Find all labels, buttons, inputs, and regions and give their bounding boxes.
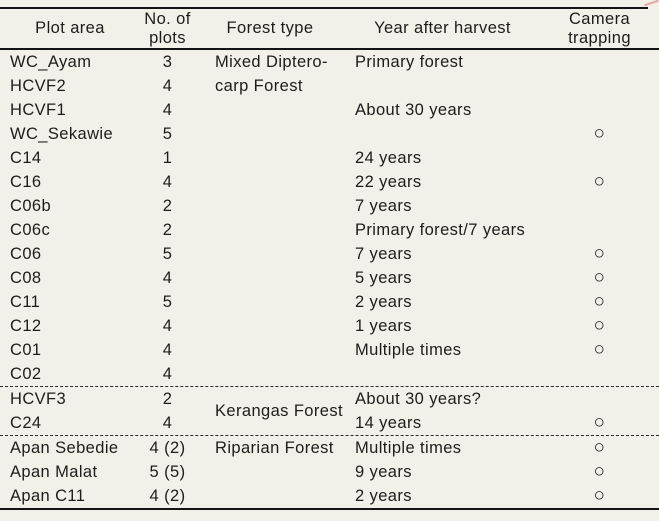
year-after-harvest-cell: 14 years — [355, 414, 422, 432]
camera-trapping-cell: ○ — [593, 461, 606, 482]
table-header-row: Plot area No. of plots Forest type Year … — [0, 9, 659, 50]
forest-type-section: Riparian Forest Apan Sebedie 4 (2) Multi… — [0, 435, 659, 508]
no-of-plots-cell: 2 — [162, 197, 173, 215]
year-after-harvest-cell: Primary forest — [355, 53, 464, 71]
year-after-harvest-cell: About 30 years — [355, 101, 472, 119]
table-row: HCVF3 2 About 30 years? — [0, 387, 659, 411]
no-of-plots-cell: 1 — [162, 149, 173, 167]
camera-trapping-cell: ○ — [593, 243, 606, 264]
table-row: C06c 2 Primary forest/7 years — [0, 218, 659, 242]
year-after-harvest-cell: 9 years — [355, 463, 412, 481]
table-row: WC_Sekawie 5 ○ — [0, 122, 659, 146]
plot-area-cell: HCVF2 — [10, 77, 67, 95]
plot-area-cell: Apan Sebedie — [10, 439, 119, 457]
plot-area-cell: WC_Sekawie — [10, 125, 114, 143]
table-row: WC_Ayam 3 Primary forest — [0, 50, 659, 74]
plot-area-cell: C01 — [10, 341, 42, 359]
no-of-plots-cell: 4 — [162, 77, 173, 95]
camera-trapping-cell: ○ — [593, 291, 606, 312]
no-of-plots-cell: 4 — [162, 365, 173, 383]
plot-area-cell: Apan C11 — [10, 487, 86, 505]
no-of-plots-cell: 5 (5) — [149, 463, 186, 481]
camera-trapping-cell: ○ — [593, 485, 606, 506]
table-bottom-rule — [0, 508, 659, 510]
no-of-plots-cell: 2 — [162, 221, 173, 239]
column-header-no-of-plots: No. of plots — [144, 9, 191, 47]
no-of-plots-cell: 4 — [162, 414, 173, 432]
year-after-harvest-cell: Multiple times — [355, 439, 462, 457]
table-row: C14 1 24 years — [0, 146, 659, 170]
no-of-plots-cell: 2 — [162, 390, 173, 408]
table-row: C16 4 22 years ○ — [0, 170, 659, 194]
plot-area-cell: C24 — [10, 414, 42, 432]
table-row: C08 4 5 years ○ — [0, 266, 659, 290]
forest-type-section: Kerangas Forest HCVF3 2 About 30 years? … — [0, 386, 659, 435]
red-pen-mark — [644, 0, 659, 7]
no-of-plots-cell: 4 — [162, 269, 173, 287]
no-of-plots-cell: 4 — [162, 101, 173, 119]
camera-trapping-cell: ○ — [593, 315, 606, 336]
forest-type-section: Mixed Diptero- carp Forest WC_Ayam 3 Pri… — [0, 50, 659, 386]
table-row: C01 4 Multiple times ○ — [0, 338, 659, 362]
table-row: Apan Sebedie 4 (2) Multiple times ○ — [0, 436, 659, 460]
plot-area-cell: C12 — [10, 317, 42, 335]
plot-area-cell: HCVF3 — [10, 390, 67, 408]
year-after-harvest-cell: Multiple times — [355, 341, 462, 359]
year-after-harvest-cell: 2 years — [355, 487, 412, 505]
plot-area-cell: C16 — [10, 173, 42, 191]
table-top-rule — [0, 7, 648, 9]
column-header-plot-area: Plot area — [35, 19, 105, 37]
no-of-plots-cell: 5 — [162, 293, 173, 311]
plot-area-cell: C06b — [10, 197, 52, 215]
plot-area-cell: WC_Ayam — [10, 53, 92, 71]
table-row: C06 5 7 years ○ — [0, 242, 659, 266]
table-row: C24 4 14 years ○ — [0, 411, 659, 435]
table-row: HCVF1 4 About 30 years — [0, 98, 659, 122]
year-after-harvest-cell: 5 years — [355, 269, 412, 287]
column-header-year-after-harvest: Year after harvest — [374, 19, 511, 37]
column-header-forest-type: Forest type — [226, 19, 314, 37]
year-after-harvest-cell: About 30 years? — [355, 390, 482, 408]
year-after-harvest-cell: 7 years — [355, 197, 412, 215]
plot-area-cell: C02 — [10, 365, 42, 383]
table-body: Mixed Diptero- carp Forest WC_Ayam 3 Pri… — [0, 50, 659, 508]
table-row: C11 5 2 years ○ — [0, 290, 659, 314]
year-after-harvest-cell: 2 years — [355, 293, 412, 311]
no-of-plots-cell: 4 (2) — [149, 439, 186, 457]
camera-trapping-cell: ○ — [593, 267, 606, 288]
table-row: Apan C11 4 (2) 2 years ○ — [0, 484, 659, 508]
table-row: C06b 2 7 years — [0, 194, 659, 218]
table-row: C12 4 1 years ○ — [0, 314, 659, 338]
plot-area-cell: C06c — [10, 221, 51, 239]
year-after-harvest-cell: 1 years — [355, 317, 412, 335]
year-after-harvest-cell: 22 years — [355, 173, 422, 191]
plot-area-cell: C11 — [10, 293, 41, 311]
no-of-plots-cell: 4 — [162, 317, 173, 335]
no-of-plots-cell: 4 (2) — [149, 487, 186, 505]
plot-area-cell: C14 — [10, 149, 42, 167]
plot-area-cell: Apan Malat — [10, 463, 98, 481]
no-of-plots-cell: 5 — [162, 125, 173, 143]
plot-area-cell: C08 — [10, 269, 42, 287]
table-row: Apan Malat 5 (5) 9 years ○ — [0, 460, 659, 484]
plot-area-cell: C06 — [10, 245, 42, 263]
column-header-camera-trapping: Camera trapping — [568, 9, 631, 47]
no-of-plots-cell: 4 — [162, 173, 173, 191]
year-after-harvest-cell: 7 years — [355, 245, 412, 263]
year-after-harvest-cell: Primary forest/7 years — [355, 221, 526, 239]
camera-trapping-cell: ○ — [593, 123, 606, 144]
no-of-plots-cell: 3 — [162, 53, 173, 71]
no-of-plots-cell: 4 — [162, 341, 173, 359]
no-of-plots-cell: 5 — [162, 245, 173, 263]
table-row: HCVF2 4 — [0, 74, 659, 98]
camera-trapping-cell: ○ — [593, 412, 606, 433]
camera-trapping-cell: ○ — [593, 171, 606, 192]
camera-trapping-cell: ○ — [593, 339, 606, 360]
camera-trapping-cell: ○ — [593, 437, 606, 458]
plot-area-cell: HCVF1 — [10, 101, 67, 119]
year-after-harvest-cell: 24 years — [355, 149, 422, 167]
table-row: C02 4 — [0, 362, 659, 386]
